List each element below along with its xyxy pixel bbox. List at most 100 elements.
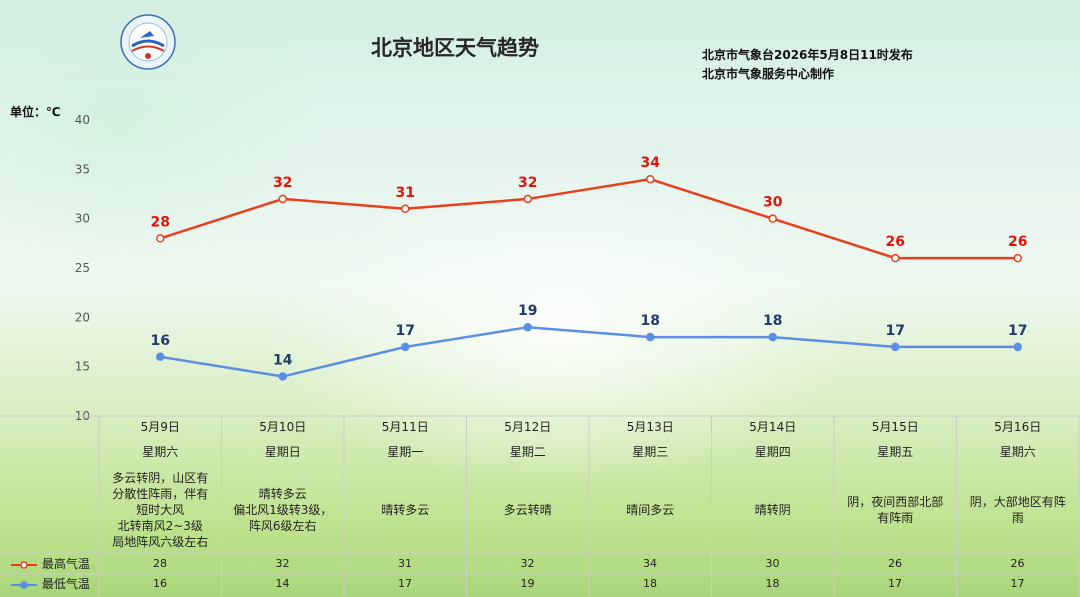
weekday-cell: 星期三	[632, 445, 669, 459]
high-temp-label: 28	[151, 214, 170, 230]
series-layer: 28 32 31 32 34 30 26 26 16 14 17 19 18 18 17 17	[151, 155, 1027, 381]
legend-low-icon	[11, 580, 37, 589]
weather-line: 偏北风1级转3级，	[233, 503, 333, 517]
weekday-cell: 星期一	[387, 445, 424, 459]
weather-cell: 多云转阴，山区有 分散性阵雨，伴有 短时大风 北转南风2~3级 局地阵风六级左右	[99, 470, 222, 550]
low-temp-point	[401, 342, 410, 352]
high-temp-label: 26	[1008, 234, 1027, 250]
high-temp-label: 32	[518, 175, 537, 191]
high-temp-point	[891, 253, 900, 263]
weather-cell: 晴转多云	[344, 502, 467, 518]
high-temp-point	[768, 214, 777, 223]
date-cell: 5月12日	[504, 420, 552, 434]
date-cell: 5月16日	[994, 420, 1042, 434]
table-grid	[0, 415, 1080, 597]
weather-line: 晴转多云	[381, 503, 430, 517]
date-cell: 5月15日	[871, 420, 919, 434]
high-temp-cell: 31	[398, 557, 412, 570]
high-temp-cell: 26	[1010, 557, 1025, 570]
weather-line: 雨	[1011, 511, 1024, 525]
low-temp-label: 17	[396, 323, 415, 339]
low-temp-label: 18	[641, 313, 660, 329]
y-tick-label: 25	[75, 261, 90, 275]
low-temp-label: 19	[518, 303, 537, 319]
y-tick-label: 15	[75, 360, 90, 374]
high-temp-line	[159, 177, 1018, 260]
weekday-cell: 星期二	[509, 445, 546, 459]
high-temp-cell: 32	[520, 557, 535, 570]
high-temp-cell: 28	[153, 557, 167, 570]
low-temp-cell: 17	[1010, 577, 1025, 590]
weather-line: 阴，大部地区有阵	[969, 495, 1066, 509]
legend-high: 最高气温	[10, 555, 90, 572]
low-temp-label: 16	[151, 333, 170, 349]
weather-cell: 多云转晴	[467, 502, 590, 518]
weather-line: 有阵雨	[877, 511, 914, 525]
high-temp-point	[401, 204, 410, 214]
high-temp-point	[156, 234, 165, 243]
high-temp-label: 31	[396, 185, 415, 201]
weather-line: 分散性阵雨，伴有	[112, 487, 209, 501]
low-temp-label: 17	[1008, 323, 1027, 339]
high-temp-cell: 26	[888, 557, 902, 570]
low-temp-cell: 14	[275, 577, 290, 590]
weather-line: 阵风6级左右	[248, 519, 317, 533]
issuer-line-1: 北京市气象台2026年5月8日11时发布	[702, 48, 913, 62]
high-temp-point	[1013, 253, 1022, 263]
high-temp-cell: 32	[275, 557, 290, 570]
weather-line: 晴转多云	[258, 487, 307, 501]
low-temp-point	[156, 352, 165, 362]
y-tick-label: 35	[75, 162, 90, 176]
high-temp-label: 34	[641, 155, 661, 171]
low-temp-point	[768, 332, 777, 342]
low-temp-point	[1013, 342, 1022, 352]
high-temp-cell: 34	[643, 557, 657, 570]
date-cell: 5月9日	[140, 420, 180, 434]
high-temp-point	[646, 174, 655, 184]
low-temp-label: 14	[273, 353, 293, 369]
low-temp-line	[160, 325, 1018, 378]
weather-cell: 阴，夜间西部北部 有阵雨	[834, 494, 957, 526]
weather-cell: 阴，大部地区有阵雨	[957, 494, 1080, 526]
weather-line: 阴，夜间西部北部	[847, 495, 944, 509]
low-temp-label: 18	[763, 313, 782, 329]
weather-line: 多云转晴	[503, 503, 552, 517]
weather-cell: 晴转多云偏北风1级转3级， 阵风6级左右	[222, 486, 345, 534]
weekday-cell: 星期四	[754, 445, 791, 459]
weekday-cell: 星期六	[999, 445, 1036, 459]
low-temp-point	[278, 372, 287, 381]
y-tick-label: 40	[75, 113, 90, 127]
low-temp-cell: 16	[153, 577, 167, 590]
issuer-info: 北京市气象台2026年5月8日11时发布 北京市气象服务中心制作	[702, 46, 913, 84]
high-temp-cell: 30	[765, 557, 780, 570]
logo	[118, 12, 178, 72]
weather-line: 局地阵风六级左右	[112, 535, 209, 549]
weekday-cell: 星期六	[142, 445, 179, 459]
low-temp-cell: 17	[398, 577, 412, 590]
date-cell: 5月10日	[259, 420, 307, 434]
high-temp-label: 32	[273, 175, 292, 191]
weekday-cell: 星期日	[264, 445, 301, 459]
y-tick-label: 20	[75, 310, 90, 324]
date-cell: 5月14日	[749, 420, 797, 434]
high-temp-label: 26	[886, 234, 905, 250]
date-cell: 5月13日	[626, 420, 674, 434]
low-temp-label: 17	[886, 323, 905, 339]
weather-line: 多云转阴，山区有	[112, 471, 209, 485]
low-temp-point	[891, 342, 900, 352]
low-temp-cell: 17	[888, 577, 902, 590]
high-temp-label: 30	[763, 195, 783, 211]
issuer-line-2: 北京市气象服务中心制作	[702, 67, 835, 81]
weather-line: 短时大风	[136, 503, 185, 517]
legend-high-label: 最高气温	[41, 557, 90, 571]
legend-high-icon	[11, 560, 37, 569]
unit-label: 单位：℃	[10, 105, 61, 119]
date-cell: 5月11日	[381, 420, 429, 434]
weather-line: 晴转阴	[754, 503, 791, 517]
low-temp-point	[523, 322, 532, 332]
weather-cell: 晴间多云	[589, 502, 712, 518]
low-temp-cell: 18	[765, 577, 780, 590]
